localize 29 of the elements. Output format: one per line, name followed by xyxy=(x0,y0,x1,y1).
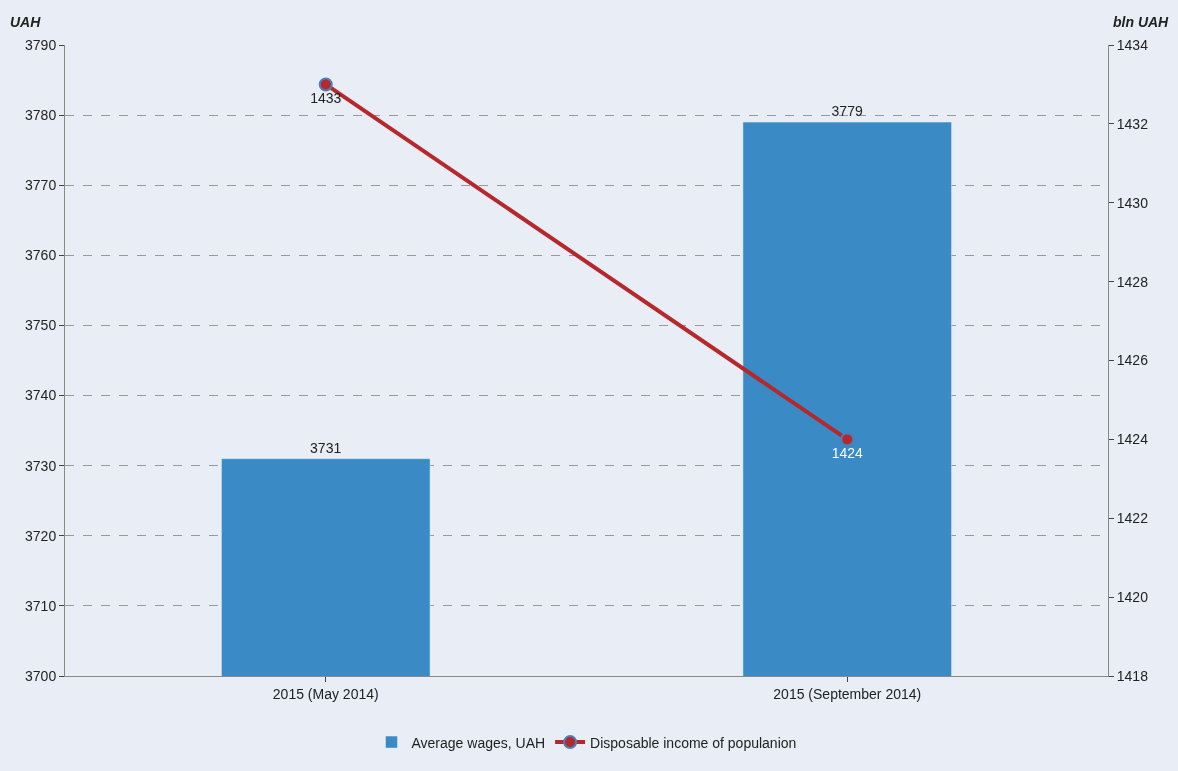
y2-tick-label: 1434 xyxy=(1116,36,1149,53)
y-tick-label: 3760 xyxy=(25,247,57,264)
y2-tick-label: 1430 xyxy=(1116,194,1149,211)
y-axis-title: UAH xyxy=(10,14,42,30)
legend-label: Average wages, UAH xyxy=(411,734,546,751)
x-tick-label: 2015 (September 2014) xyxy=(773,685,922,702)
y-tick-label: 3730 xyxy=(25,457,57,474)
y-tick-label: 3750 xyxy=(25,317,57,334)
y-tick-label: 3780 xyxy=(25,107,57,124)
data-label: 3779 xyxy=(831,103,863,120)
y2-tick-label: 1418 xyxy=(1116,667,1149,684)
y2-tick-label: 1422 xyxy=(1116,510,1149,527)
y-tick-label: 3720 xyxy=(25,527,57,544)
legend-label: Disposable income of populanion xyxy=(590,734,797,751)
y-tick-label: 3740 xyxy=(25,387,57,404)
y2-axis-title: bln UAH xyxy=(1113,14,1170,30)
data-label: 1433 xyxy=(310,90,342,107)
y2-tick-label: 1424 xyxy=(1116,431,1149,448)
y2-tick-label: 1420 xyxy=(1116,589,1149,606)
y-tick-label: 3790 xyxy=(25,36,57,53)
data-label: 1424 xyxy=(831,445,864,462)
y2-tick-label: 1428 xyxy=(1116,273,1149,290)
y2-tick-label: 1432 xyxy=(1116,115,1149,132)
y2-tick-label: 1426 xyxy=(1116,352,1149,369)
y-tick-label: 3770 xyxy=(25,177,57,194)
y-tick-label: 3700 xyxy=(25,667,57,684)
data-label: 3731 xyxy=(310,439,342,456)
x-tick-label: 2015 (May 2014) xyxy=(272,685,379,702)
y-tick-label: 3710 xyxy=(25,597,57,614)
